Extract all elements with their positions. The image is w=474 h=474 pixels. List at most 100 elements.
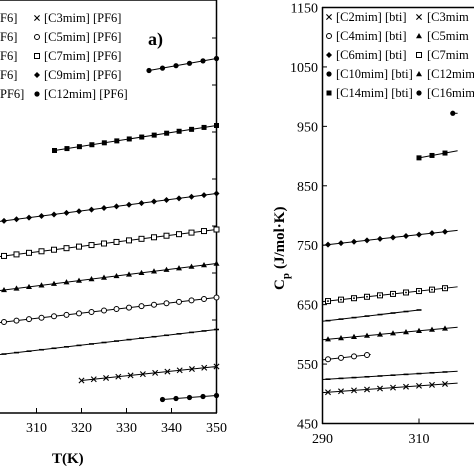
right-y-tick-label: 1150 — [291, 2, 318, 17]
right-panel: 450 550 650 750 850 950 1050 1150 290 310 Cp (J/m… — [272, 2, 474, 447]
left-data-point — [76, 277, 82, 283]
left-data-point — [1, 319, 7, 326]
right-legend-marker — [326, 71, 332, 77]
right-x-tick-label: 310 — [409, 432, 430, 447]
left-legend-marker — [34, 53, 40, 59]
left-legend-entry: [C5mim] [PF6] — [44, 30, 121, 44]
left-data-point — [159, 396, 166, 403]
right-legend-marker — [326, 90, 332, 96]
left-data-point — [38, 314, 45, 321]
right-legend-marker — [326, 33, 332, 39]
right-data-point — [429, 152, 435, 158]
left-data-point — [152, 369, 159, 376]
right-legend-entry: [C14mim] [bti] — [336, 86, 413, 100]
right-data-point — [325, 389, 331, 396]
left-data-point — [213, 226, 220, 233]
left-data-point — [126, 271, 132, 277]
left-x-tick-label: 320 — [71, 421, 92, 436]
left-series-1 — [78, 363, 220, 384]
right-series-2 — [322, 351, 371, 363]
left-series-line — [148, 58, 217, 71]
left-data-point — [151, 268, 157, 274]
left-data-point — [163, 196, 170, 203]
left-data-point — [176, 265, 182, 271]
left-data-point — [176, 367, 183, 374]
right-series-line — [322, 370, 458, 381]
left-data-point — [176, 128, 182, 134]
left-data-point — [138, 235, 145, 242]
left-data-point — [51, 280, 57, 286]
left-data-point — [52, 148, 57, 153]
right-legend-entry: [C5mim — [427, 29, 469, 43]
right-data-point — [403, 328, 409, 335]
left-data-point — [76, 208, 82, 215]
left-data-point — [126, 304, 132, 311]
right-legend-marker — [416, 71, 422, 77]
right-series-6 — [322, 228, 458, 248]
left-data-point — [88, 276, 95, 282]
left-data-point — [113, 238, 120, 245]
right-data-point — [429, 230, 435, 237]
left-data-point — [188, 193, 195, 200]
left-data-point — [176, 195, 182, 202]
left-data-point — [1, 286, 7, 293]
left-legend-entry: [C7mim] [PF6] — [44, 49, 121, 63]
right-data-point — [416, 155, 422, 161]
left-data-point — [51, 246, 57, 253]
left-series-5 — [0, 226, 220, 259]
right-data-point — [338, 296, 344, 303]
right-legend-entry: [C3mim — [427, 10, 469, 24]
left-data-point — [173, 63, 179, 69]
left-data-point — [188, 263, 195, 269]
right-series-1 — [322, 370, 458, 381]
left-legend-marker — [34, 72, 40, 78]
left-data-point — [63, 311, 70, 318]
cp-subscript: p — [280, 273, 292, 279]
left-data-point — [201, 228, 207, 235]
right-data-point — [442, 150, 448, 156]
right-data-point — [325, 356, 331, 363]
right-legend-entry: [C16mim — [427, 86, 474, 100]
right-data-point — [364, 332, 370, 338]
right-data-point — [338, 240, 344, 247]
left-data-point — [101, 205, 107, 211]
left-data-point — [51, 313, 57, 320]
left-data-point — [186, 394, 193, 401]
left-data-point — [113, 272, 120, 279]
left-data-point — [163, 300, 170, 307]
right-data-point — [377, 235, 383, 242]
left-data-point — [138, 303, 145, 310]
right-legend-entry: [C7mim — [427, 48, 469, 62]
right-data-point — [364, 386, 370, 393]
left-legend-fragment: F6] — [0, 68, 17, 82]
left-legend-fragment: F6] — [0, 30, 17, 44]
right-data-point — [403, 383, 409, 390]
left-data-point — [188, 366, 195, 373]
left-data-point — [126, 237, 132, 244]
left-legend-marker — [34, 91, 40, 97]
left-data-point — [188, 229, 195, 236]
left-x-tick-label: 350 — [206, 421, 227, 436]
left-series-layer — [0, 55, 220, 403]
right-data-point — [338, 388, 344, 395]
left-series-line — [0, 193, 217, 222]
left-data-point — [88, 308, 95, 315]
left-series-line — [0, 263, 217, 291]
left-data-point — [115, 373, 122, 380]
right-legend-entry: [C6mim] [bti] — [336, 48, 406, 62]
right-data-point — [442, 228, 448, 235]
left-data-point — [26, 316, 32, 323]
right-y-tick-label: 950 — [297, 120, 318, 135]
right-y-tick-label: 1050 — [290, 61, 318, 76]
right-data-point — [364, 293, 370, 300]
left-data-point — [63, 209, 70, 216]
left-data-point — [13, 251, 20, 258]
left-data-point — [200, 58, 206, 64]
right-data-point — [325, 298, 331, 305]
right-legend: [C2mim] [bti] [C4mim] [bti] [C6mim] [bti] [… — [326, 10, 474, 100]
left-data-point — [151, 234, 157, 241]
right-y-tick-label: 650 — [297, 299, 318, 314]
right-data-point — [416, 288, 422, 295]
left-series-line — [0, 329, 217, 356]
left-data-point — [201, 192, 207, 199]
